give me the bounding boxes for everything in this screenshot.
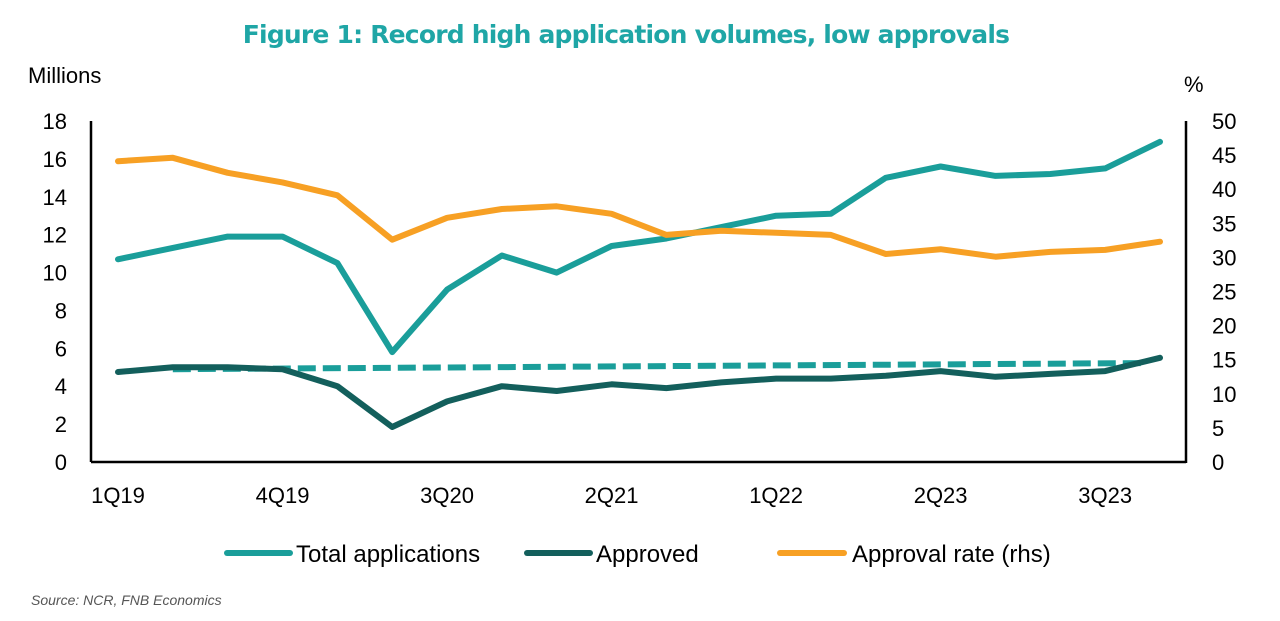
x-tick-label: 2Q21 <box>585 483 639 508</box>
right-tick-label: 20 <box>1212 314 1236 339</box>
left-tick-label: 18 <box>43 109 67 134</box>
right-tick-label: 50 <box>1212 109 1236 134</box>
right-axis-ticks: 0 5 10 15 20 25 30 35 40 45 50 <box>1212 109 1236 475</box>
legend: Total applications Approved Approval rat… <box>224 541 1051 568</box>
x-tick-label: 2Q23 <box>914 483 968 508</box>
right-tick-label: 15 <box>1212 348 1236 373</box>
left-tick-label: 10 <box>43 261 67 286</box>
right-tick-label: 10 <box>1212 382 1236 407</box>
series-line-approved-trend <box>172 360 1144 373</box>
right-tick-label: 0 <box>1212 450 1224 475</box>
right-tick-label: 30 <box>1212 245 1236 270</box>
series-line-approval-rate-rhs <box>115 154 1163 260</box>
right-tick-label: 5 <box>1212 416 1224 441</box>
series-layer <box>115 138 1163 430</box>
left-tick-label: 0 <box>55 450 67 475</box>
series-line-approved <box>115 354 1163 430</box>
legend-label-approved: Approved <box>596 541 699 568</box>
legend-label-total-applications: Total applications <box>296 541 480 568</box>
chart-title: Figure 1: Record high application volume… <box>243 20 1009 49</box>
left-tick-label: 2 <box>55 412 67 437</box>
left-tick-label: 6 <box>55 336 67 361</box>
x-tick-label: 1Q19 <box>91 483 145 508</box>
left-tick-label: 4 <box>55 374 67 399</box>
left-tick-label: 8 <box>55 298 67 323</box>
left-tick-label: 12 <box>43 223 67 248</box>
source-note: Source: NCR, FNB Economics <box>31 592 222 608</box>
right-tick-label: 35 <box>1212 211 1236 236</box>
legend-item-approval-rate: Approval rate (rhs) <box>777 541 1051 568</box>
legend-label-approval-rate: Approval rate (rhs) <box>852 541 1051 568</box>
x-tick-label: 3Q20 <box>420 483 474 508</box>
left-tick-label: 16 <box>43 147 67 172</box>
x-tick-label: 3Q23 <box>1078 483 1132 508</box>
right-tick-label: 25 <box>1212 280 1236 305</box>
right-tick-label: 40 <box>1212 177 1236 202</box>
left-axis-unit: Millions <box>28 63 101 88</box>
x-tick-label: 1Q22 <box>749 483 803 508</box>
x-axis-ticks: 1Q19 4Q19 3Q20 2Q21 1Q22 2Q23 3Q23 <box>91 483 1132 508</box>
x-tick-label: 4Q19 <box>256 483 310 508</box>
left-axis-ticks: 0 2 4 6 8 10 12 14 16 18 <box>43 109 67 475</box>
right-tick-label: 45 <box>1212 143 1236 168</box>
legend-item-total-applications: Total applications <box>224 541 480 568</box>
left-tick-label: 14 <box>43 185 67 210</box>
right-axis-unit: % <box>1184 72 1204 97</box>
series-line-total-applications <box>115 138 1163 356</box>
legend-item-approved: Approved <box>524 541 699 568</box>
